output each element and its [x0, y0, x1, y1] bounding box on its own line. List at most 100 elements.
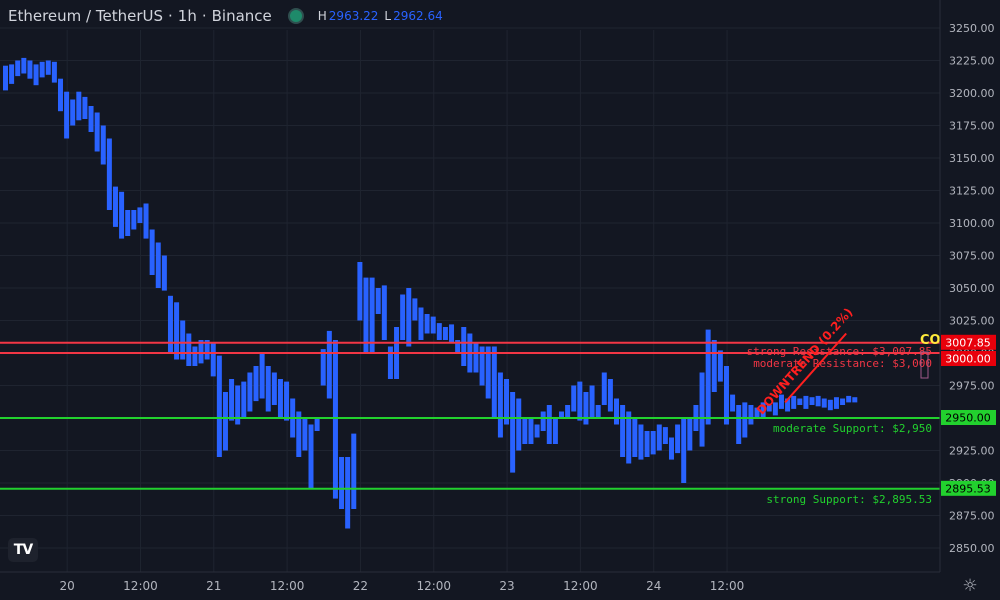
- trend-line: [784, 332, 847, 404]
- price-bar: [546, 405, 552, 444]
- price-bar: [583, 392, 589, 425]
- price-bar: [626, 411, 632, 464]
- x-tick-label: 12:00: [416, 579, 451, 593]
- x-tick-label: 21: [206, 579, 221, 593]
- y-tick-label: 2925.00: [949, 445, 995, 458]
- price-bar: [644, 431, 650, 457]
- price-bar: [339, 457, 345, 509]
- price-bar: [473, 342, 479, 373]
- price-bar: [186, 333, 192, 366]
- price-bar: [601, 372, 607, 405]
- price-bar: [785, 398, 791, 412]
- y-tick-label: 2875.00: [949, 510, 995, 523]
- price-bar: [748, 405, 754, 425]
- price-bar: [253, 366, 259, 402]
- price-bar: [308, 424, 314, 490]
- price-bar: [656, 424, 662, 451]
- price-bar: [687, 418, 693, 451]
- x-tick-label: 24: [646, 579, 661, 593]
- price-bar: [94, 112, 100, 152]
- time-axis: [0, 572, 940, 600]
- support-level-label: strong Support: $2,895.53: [766, 493, 932, 506]
- price-bar: [192, 346, 198, 366]
- price-bar: [418, 307, 424, 340]
- price-bar: [442, 327, 448, 340]
- price-bar: [614, 398, 619, 425]
- price-bar: [149, 229, 155, 275]
- price-bar: [387, 346, 393, 379]
- price-bar: [39, 61, 45, 78]
- price-bar: [406, 288, 412, 347]
- price-bar: [461, 327, 467, 366]
- price-bar: [491, 346, 497, 418]
- x-tick-label: 12:00: [710, 579, 745, 593]
- high-value: 2963.22: [328, 9, 379, 23]
- price-bar: [271, 372, 277, 405]
- price-bar: [681, 418, 687, 483]
- price-bar: [247, 372, 253, 412]
- price-bar: [45, 60, 51, 75]
- price-bar: [479, 346, 485, 386]
- price-bar: [668, 437, 674, 460]
- tradingview-logo-icon[interactable]: TV: [8, 538, 38, 562]
- price-bar: [112, 186, 118, 227]
- y-tick-label: 3025.00: [949, 315, 995, 328]
- y-tick-label: 3250.00: [949, 22, 995, 35]
- price-bar: [125, 210, 131, 236]
- support-axis-badge: [941, 410, 996, 425]
- price-bar: [76, 91, 82, 121]
- y-tick-label: 3075.00: [949, 250, 995, 263]
- support-axis-badge-label: 2895.53: [945, 482, 991, 495]
- x-tick-label: 20: [60, 579, 75, 593]
- header-separator: ·: [168, 7, 173, 25]
- price-bar: [510, 392, 516, 473]
- settings-gear-icon[interactable]: ☼: [962, 576, 978, 596]
- market-status-icon[interactable]: [287, 8, 304, 24]
- price-bar: [589, 385, 595, 418]
- price-bar: [449, 324, 455, 343]
- price-bar: [375, 288, 381, 314]
- price-bar: [430, 316, 436, 334]
- price-bar: [320, 349, 326, 386]
- price-axis: [940, 0, 1000, 600]
- price-bar: [363, 277, 369, 353]
- x-tick-label: 12:00: [563, 579, 598, 593]
- price-bar: [760, 402, 766, 418]
- price-bar: [711, 340, 717, 392]
- price-bar: [528, 418, 534, 444]
- support-level-label: moderate Support: $2,950: [773, 422, 932, 435]
- price-bar: [351, 433, 357, 509]
- price-bar: [88, 106, 94, 132]
- price-bar: [852, 397, 858, 403]
- x-tick-label: 12:00: [123, 579, 158, 593]
- price-bar: [229, 379, 235, 421]
- x-tick-label: 12:00: [270, 579, 305, 593]
- price-bar: [516, 398, 522, 451]
- price-bar: [381, 285, 387, 340]
- price-bar: [131, 210, 137, 230]
- price-bar: [797, 398, 803, 405]
- price-bar: [577, 381, 583, 421]
- price-bar: [210, 342, 216, 377]
- price-bar: [723, 366, 729, 425]
- interval-label[interactable]: 1h: [177, 7, 197, 25]
- price-bar: [821, 398, 827, 408]
- y-tick-label: 3225.00: [949, 55, 995, 68]
- price-bar: [559, 411, 565, 418]
- x-tick-label: 22: [353, 579, 368, 593]
- price-bar: [137, 207, 143, 223]
- price-bar: [296, 411, 302, 457]
- symbol-name[interactable]: Ethereum / TetherUS: [8, 7, 163, 25]
- resistance-level-label: strong Resistance: $3,007.85: [747, 345, 932, 358]
- x-tick-label: 23: [499, 579, 514, 593]
- price-bar: [332, 340, 338, 499]
- price-bar: [216, 355, 222, 457]
- price-bar: [357, 262, 363, 321]
- price-bar: [754, 407, 760, 418]
- price-bar: [222, 392, 228, 451]
- price-bar: [64, 91, 70, 139]
- resistance-axis-badge-label: 3000.00: [945, 353, 991, 366]
- chart-header: Ethereum / TetherUS · 1h · Binance H 296…: [8, 5, 449, 27]
- price-bar: [284, 381, 290, 421]
